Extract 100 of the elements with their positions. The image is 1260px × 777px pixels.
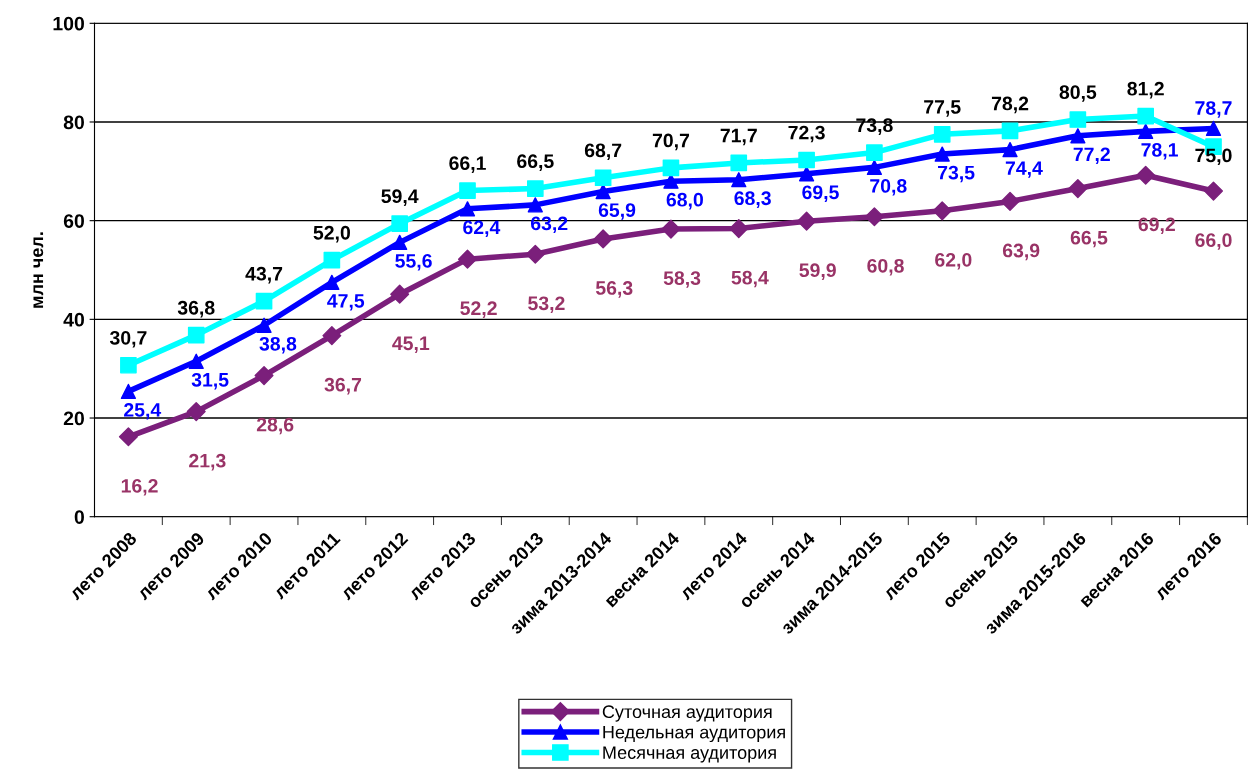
data-label: 38,8	[259, 336, 297, 354]
point	[391, 215, 409, 232]
point	[1001, 122, 1019, 140]
data-label: 68,3	[734, 191, 771, 208]
data-label: 62,4	[463, 220, 501, 238]
data-label: 56,3	[595, 281, 633, 298]
point	[1070, 128, 1086, 144]
data-label: 59,4	[381, 189, 419, 206]
data-label: 47,5	[327, 294, 365, 311]
data-label: 70,7	[652, 133, 690, 151]
data-label: 45,1	[392, 336, 430, 353]
data-label: 66,0	[1195, 233, 1232, 250]
point	[188, 353, 204, 369]
data-label: 25,4	[124, 403, 162, 420]
point	[1000, 191, 1020, 211]
y-tick-label: 20	[63, 411, 84, 426]
point	[662, 159, 680, 177]
data-label: 66,5	[517, 154, 554, 171]
point	[323, 251, 341, 269]
data-label: 65,9	[598, 203, 636, 220]
data-label: 66,1	[449, 156, 486, 173]
point	[390, 284, 410, 304]
data-label: 68,7	[584, 143, 622, 161]
data-label: 78,2	[991, 96, 1029, 114]
point	[1203, 181, 1224, 201]
data-label: 55,6	[395, 254, 432, 271]
data-label: 59,9	[799, 263, 836, 280]
point	[731, 172, 747, 188]
point	[1137, 107, 1155, 125]
point	[186, 402, 206, 422]
data-label: 77,2	[1073, 147, 1110, 165]
point	[1138, 123, 1154, 140]
y-axis-title: млн чел.	[33, 232, 44, 308]
y-tick-label: 0	[74, 510, 84, 524]
point	[120, 356, 137, 374]
point	[527, 197, 543, 213]
point	[797, 211, 817, 231]
data-label: 66,5	[1070, 230, 1108, 248]
point	[1068, 179, 1088, 199]
data-label: 68,0	[666, 192, 703, 210]
point	[866, 159, 883, 176]
point	[934, 146, 950, 162]
data-label: 80,5	[1059, 85, 1097, 102]
point	[864, 207, 884, 227]
data-label: 69,5	[802, 185, 839, 203]
point	[254, 366, 274, 386]
data-label: 31,5	[191, 372, 229, 390]
data-label: 60,8	[867, 258, 904, 276]
point	[255, 292, 273, 310]
point	[459, 182, 476, 199]
data-label: 70,8	[870, 179, 907, 196]
data-label: 77,5	[924, 100, 961, 117]
data-label: 73,5	[938, 165, 975, 183]
data-label: 81,2	[1127, 81, 1164, 99]
data-label: 43,7	[245, 266, 283, 284]
data-label: 36,8	[177, 300, 215, 318]
y-tick-label: 100	[53, 16, 84, 31]
point	[1069, 111, 1087, 128]
point	[729, 219, 749, 239]
point	[457, 249, 478, 269]
point	[526, 180, 544, 197]
legend-label: Суточная аудитория	[602, 705, 772, 722]
data-label: 62,0	[935, 252, 972, 270]
y-tick-label: 40	[63, 312, 84, 327]
data-label: 78,1	[1141, 142, 1178, 160]
point	[256, 317, 272, 333]
point	[187, 326, 205, 344]
point	[798, 151, 815, 169]
point	[1205, 120, 1222, 137]
point	[459, 201, 476, 217]
legend-label: Месячная аудитория	[603, 746, 776, 763]
data-label: 74,4	[1005, 161, 1043, 178]
data-label: 63,9	[1002, 243, 1040, 261]
data-label: 72,3	[788, 125, 825, 143]
point	[932, 201, 952, 221]
data-label: 28,6	[256, 417, 294, 435]
data-label: 52,2	[460, 301, 497, 318]
point	[866, 144, 883, 161]
point	[933, 125, 951, 143]
data-label: 16,2	[121, 478, 158, 496]
point	[798, 166, 815, 182]
legend-label: Недельная аудитория	[603, 725, 785, 743]
y-tick-label: 60	[63, 214, 84, 228]
data-label: 30,7	[109, 330, 147, 348]
point	[324, 274, 340, 290]
point	[322, 326, 342, 346]
point	[730, 154, 748, 172]
point	[118, 427, 138, 447]
data-label: 71,7	[720, 128, 757, 146]
point	[1002, 141, 1018, 158]
data-label: 58,3	[663, 271, 701, 288]
y-tick-label: 80	[63, 115, 84, 130]
data-label: 78,7	[1195, 101, 1232, 118]
data-label: 21,3	[189, 453, 226, 471]
data-label: 52,0	[313, 225, 350, 243]
point	[593, 229, 613, 249]
data-label: 58,4	[731, 270, 769, 288]
data-label: 53,2	[528, 296, 565, 313]
point	[1136, 165, 1156, 185]
data-label: 73,8	[856, 118, 893, 135]
